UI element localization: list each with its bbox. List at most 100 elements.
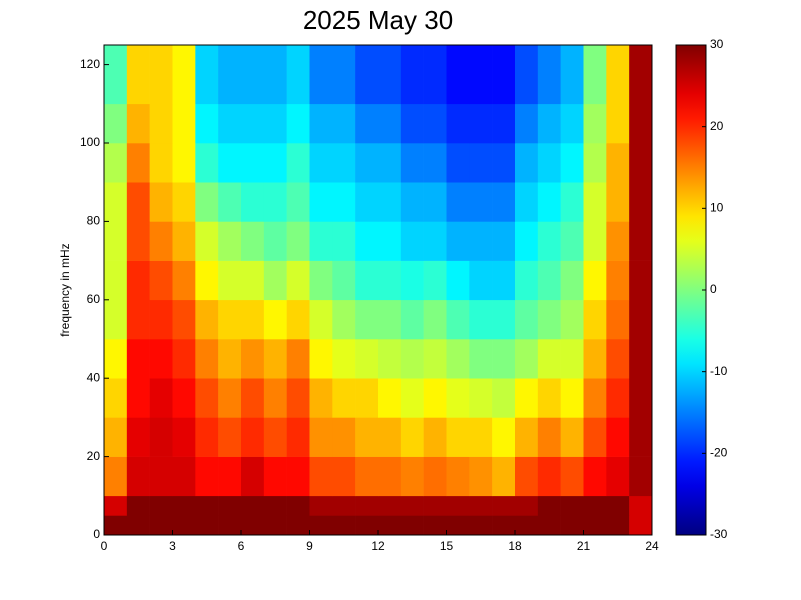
heat-cell (515, 143, 539, 183)
y-tick-label: 80 (87, 214, 101, 228)
heat-cell (126, 495, 150, 516)
heat-cell (515, 417, 539, 457)
heat-cell (218, 339, 242, 379)
heat-cell (492, 103, 516, 144)
heat-cell (378, 299, 402, 340)
heat-cell (423, 515, 447, 536)
heat-cell (446, 143, 470, 183)
heat-cell (606, 260, 630, 301)
heat-cell (469, 378, 493, 418)
heat-cell (606, 221, 630, 261)
x-tick-label: 15 (440, 539, 454, 553)
heat-cell (104, 103, 128, 144)
heat-cell (149, 260, 173, 301)
heat-cell (195, 456, 219, 497)
heat-cell (423, 456, 447, 497)
heat-cell (378, 182, 402, 222)
heat-cell (218, 417, 242, 457)
heat-cell (172, 221, 196, 261)
heat-cell (515, 221, 539, 261)
heat-cell (583, 495, 607, 516)
heat-cell (492, 495, 516, 516)
heat-cell (218, 378, 242, 418)
heat-cell (104, 182, 128, 222)
heat-cell (355, 143, 379, 183)
heat-cell (446, 182, 470, 222)
heat-cell (606, 103, 630, 144)
heat-cell (104, 495, 128, 516)
heat-cell (515, 515, 539, 536)
heat-cell (355, 495, 379, 516)
heat-cell (469, 143, 493, 183)
heat-cell (537, 182, 561, 222)
heat-cell (446, 260, 470, 301)
colorbar-tick-label: 30 (710, 37, 724, 51)
heat-cell (629, 378, 653, 418)
heat-cell (195, 339, 219, 379)
heat-cell (560, 339, 584, 379)
heat-cell (332, 143, 356, 183)
heat-cell (537, 456, 561, 497)
heat-cell (286, 515, 310, 536)
heat-cell (286, 221, 310, 261)
x-tick-label: 21 (577, 539, 591, 553)
heat-cell (515, 103, 539, 144)
heat-cell (629, 299, 653, 340)
heat-cell (149, 339, 173, 379)
heat-cell (104, 515, 128, 536)
heat-cell (218, 260, 242, 301)
heat-cell (423, 339, 447, 379)
heat-cell (263, 299, 287, 340)
x-tick-label: 0 (101, 539, 108, 553)
heat-cell (583, 103, 607, 144)
y-tick-label: 0 (93, 527, 100, 541)
heat-cell (469, 417, 493, 457)
heat-cell (629, 182, 653, 222)
heat-cell (309, 260, 333, 301)
heat-cell (355, 45, 379, 105)
heat-cell (172, 299, 196, 340)
heat-cell (446, 456, 470, 497)
heat-cell (515, 495, 539, 516)
heat-cell (195, 417, 219, 457)
y-axis-label: frequency in mHz (58, 243, 72, 336)
heat-cell (332, 515, 356, 536)
heat-cell (606, 378, 630, 418)
heat-cell (195, 299, 219, 340)
heat-cell (400, 299, 424, 340)
heat-cell (378, 260, 402, 301)
heat-cell (263, 103, 287, 144)
heat-cell (537, 103, 561, 144)
heat-cell (332, 456, 356, 497)
heat-cell (378, 45, 402, 105)
heat-cell (309, 495, 333, 516)
heat-cell (378, 495, 402, 516)
heat-cell (263, 221, 287, 261)
heat-cell (172, 456, 196, 497)
heat-cell (218, 103, 242, 144)
heat-cell (218, 221, 242, 261)
heat-cell (286, 378, 310, 418)
heat-cell (515, 299, 539, 340)
heat-cell (492, 260, 516, 301)
y-tick-label: 40 (87, 370, 101, 384)
heat-cell (378, 456, 402, 497)
heat-cell (149, 45, 173, 105)
heat-cell (126, 103, 150, 144)
heat-cell (263, 182, 287, 222)
colorbar-tick-label: 10 (710, 201, 724, 215)
heat-cell (492, 417, 516, 457)
heat-cell (218, 495, 242, 516)
heat-cell (378, 515, 402, 536)
heat-cell (492, 45, 516, 105)
heat-cell (355, 417, 379, 457)
heat-cell (515, 260, 539, 301)
heat-cell (355, 515, 379, 536)
heat-cell (423, 260, 447, 301)
heat-cell (241, 182, 265, 222)
heat-cell (423, 103, 447, 144)
heat-cell (423, 45, 447, 105)
heat-cell (560, 417, 584, 457)
heat-cell (355, 221, 379, 261)
heat-cell (492, 143, 516, 183)
